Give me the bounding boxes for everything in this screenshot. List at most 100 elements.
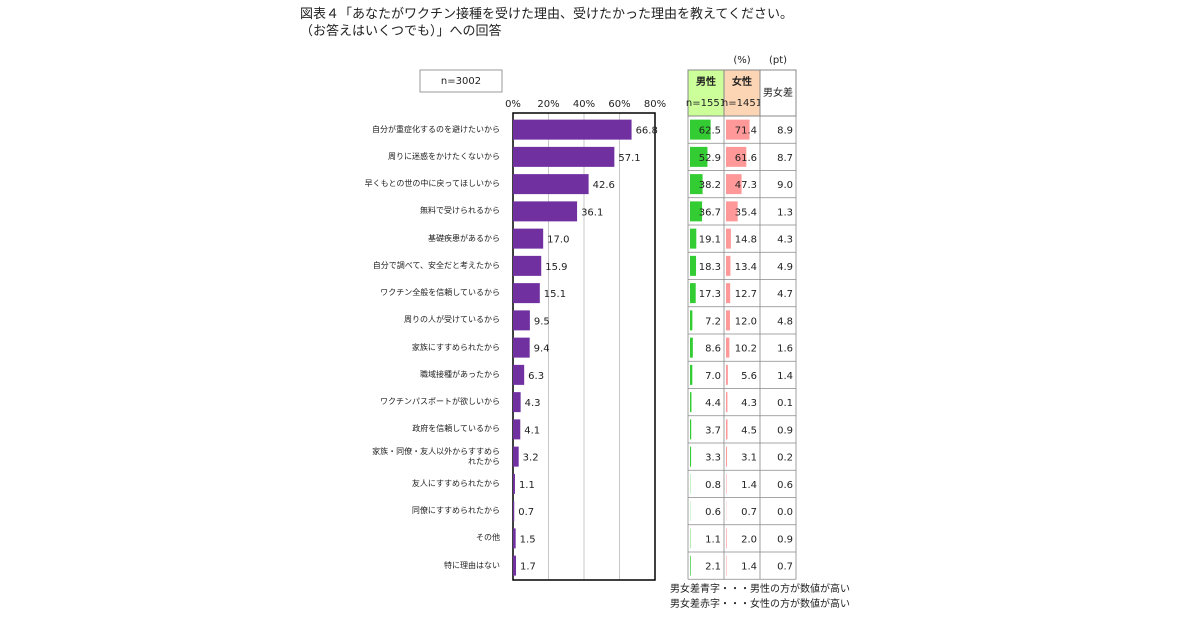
bar	[513, 528, 516, 549]
unit-label: (%)	[733, 55, 750, 66]
value-label: 4.1	[524, 425, 540, 436]
table-value: 35.4	[735, 207, 757, 218]
table-bar	[690, 174, 703, 195]
category-label: 自分が重症化するのを避けたいから	[372, 124, 500, 134]
bar	[513, 174, 589, 195]
table-bar	[690, 310, 693, 331]
table-bar	[690, 364, 693, 385]
category-label: 自分で調べて、安全だと考えたから	[372, 260, 500, 270]
column-header: 男性	[696, 75, 716, 88]
value-label: 36.1	[581, 207, 603, 218]
note: 男女差赤字・・・女性の方が数値が高い	[670, 597, 850, 610]
table-value: 0.6	[705, 507, 721, 518]
category-label: 同僚にすすめられたから	[411, 506, 500, 516]
sample-label: n=3002	[441, 76, 481, 87]
category-label: 職域接種があったから	[420, 369, 500, 379]
x-tick-label: 20%	[537, 99, 559, 110]
table-bar	[726, 283, 731, 304]
x-tick-label: 60%	[608, 99, 630, 110]
table-bar	[726, 174, 742, 195]
diff-value: 0.9	[777, 425, 793, 436]
chart-title: 図表４「あなたがワクチン接種を受けた理由、受けたかった理由を教えてください。 （…	[300, 7, 793, 39]
diff-value: 0.9	[777, 534, 793, 545]
table-bar	[690, 283, 696, 304]
table-bar	[690, 337, 693, 358]
table-value: 10.2	[735, 344, 757, 355]
value-label: 9.4	[534, 344, 550, 355]
table-bar	[690, 228, 697, 249]
table-bar	[726, 228, 731, 249]
value-label: 17.0	[547, 235, 569, 246]
category-label: その他	[476, 533, 500, 543]
diff-value: 0.1	[777, 398, 793, 409]
category-label: 周りの人が受けているから	[404, 315, 500, 325]
diff-value: 4.7	[777, 289, 793, 300]
table-value: 62.5	[699, 126, 721, 137]
table-value: 19.1	[699, 235, 721, 246]
x-tick-label: 80%	[644, 99, 666, 110]
value-label: 15.9	[545, 262, 567, 273]
bar	[513, 119, 632, 140]
table-bar	[690, 119, 711, 140]
value-label: 57.1	[618, 153, 640, 164]
value-label: 66.8	[636, 126, 658, 137]
category-label: 無料で受けられるから	[420, 206, 500, 216]
x-tick-label: 40%	[573, 99, 595, 110]
table-value: 38.2	[699, 180, 721, 191]
table-value: 47.3	[735, 180, 757, 191]
bar	[513, 419, 521, 440]
table-bar	[726, 255, 731, 276]
table-value: 3.7	[705, 425, 721, 436]
diff-value: 0.7	[777, 562, 793, 573]
table-value: 4.5	[741, 425, 757, 436]
table-value: 52.9	[699, 153, 721, 164]
category-label: ワクチン全般を信頼しているから	[380, 288, 500, 298]
value-label: 0.7	[518, 507, 534, 518]
value-label: 42.6	[593, 180, 615, 191]
bar	[513, 228, 544, 249]
table-bar	[690, 446, 692, 467]
diff-value: 9.0	[777, 180, 793, 191]
table-value: 12.7	[735, 289, 757, 300]
table-value: 8.6	[705, 344, 721, 355]
table-bar	[726, 364, 728, 385]
table-value: 7.0	[705, 371, 721, 382]
table-bar	[726, 310, 730, 331]
diff-value: 1.4	[777, 371, 793, 382]
value-label: 1.5	[520, 534, 536, 545]
diff-value: 0.2	[777, 453, 793, 464]
sample-box	[419, 69, 503, 93]
table-bar	[690, 201, 703, 222]
diff-value: 8.9	[777, 126, 793, 137]
diff-value: 1.3	[777, 207, 793, 218]
table-bar	[726, 419, 728, 440]
category-label: 早くもとの世の中に戻ってほしいから	[364, 179, 500, 189]
value-label: 9.5	[534, 316, 550, 327]
value-label: 1.1	[519, 480, 535, 491]
table-bar	[726, 201, 738, 222]
table-value: 14.8	[735, 235, 757, 246]
bar	[513, 364, 525, 385]
table-value: 36.7	[699, 207, 721, 218]
table-value: 17.3	[699, 289, 721, 300]
table-bar	[726, 119, 750, 140]
table-bar	[726, 528, 727, 549]
table-value: 2.0	[741, 534, 757, 545]
table-value: 61.6	[735, 153, 757, 164]
table-value: 7.2	[705, 316, 721, 327]
table-value: 4.4	[705, 398, 721, 409]
table-value: 3.1	[741, 453, 757, 464]
bar	[513, 146, 615, 167]
table-value: 12.0	[735, 316, 757, 327]
x-tick-label: 0%	[505, 99, 521, 110]
value-label: 1.7	[520, 562, 536, 573]
table-bar	[690, 392, 692, 413]
table-value: 0.7	[741, 507, 757, 518]
column-header: 女性	[732, 75, 752, 88]
note: 男女差青字・・・男性の方が数値が高い	[670, 582, 850, 595]
table-value: 1.4	[741, 480, 757, 491]
diff-value: 4.9	[777, 262, 793, 273]
value-label: 4.3	[525, 398, 541, 409]
table-bar	[690, 419, 692, 440]
